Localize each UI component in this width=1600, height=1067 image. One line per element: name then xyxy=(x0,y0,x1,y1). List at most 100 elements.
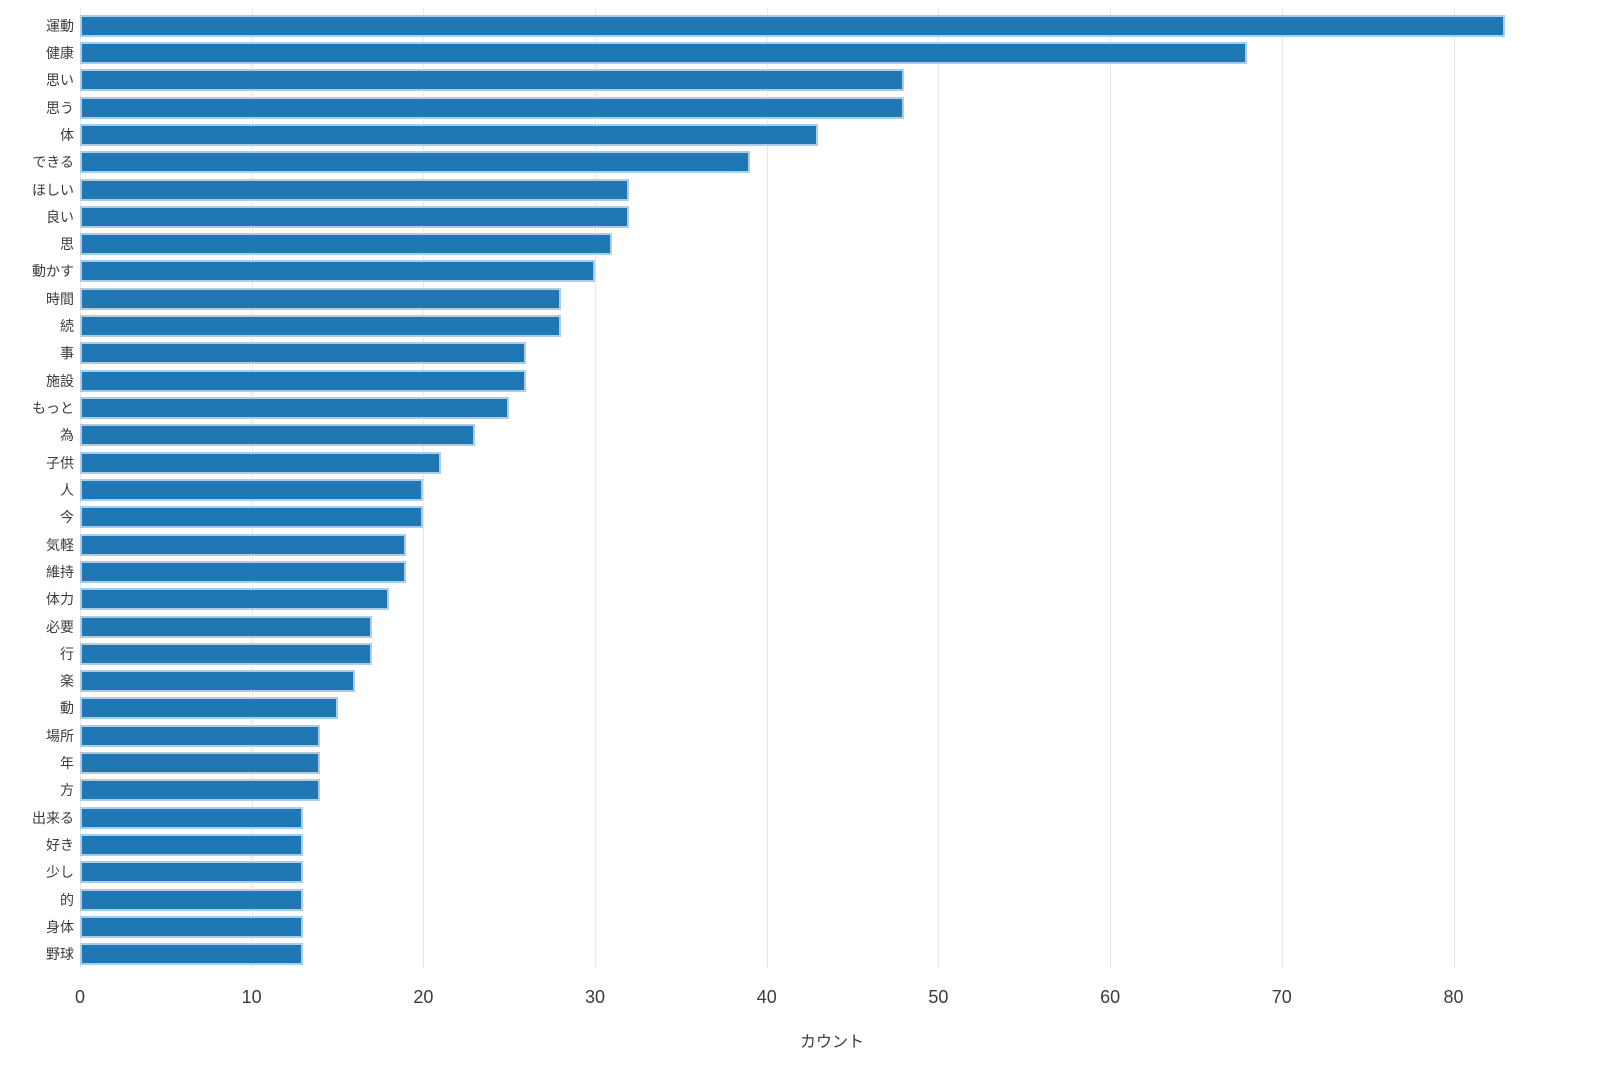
bar xyxy=(80,14,1506,37)
bar xyxy=(80,123,819,146)
bar xyxy=(80,779,321,802)
bar-row: 好き xyxy=(0,831,1600,858)
y-tick-label: 野球 xyxy=(46,946,74,963)
bars-layer: 運動 健康 思い 思う体できる ほしい 良い思動かす 時間続事施設 もっと為子供人今気軽 維持体… xyxy=(0,12,1600,968)
y-tick-label: 運動 xyxy=(46,17,74,34)
bar xyxy=(80,205,630,228)
y-tick-label: 場所 xyxy=(46,727,74,744)
y-tick-label: 楽 xyxy=(60,673,74,690)
bar-row: 時間 xyxy=(0,285,1600,312)
bar xyxy=(80,424,475,447)
gridline-30 xyxy=(595,8,597,968)
bar-row: 体 xyxy=(0,121,1600,148)
x-tick-label-30: 30 xyxy=(585,987,606,1007)
x-tick-label-60: 60 xyxy=(1100,987,1121,1007)
y-tick-label: 行 xyxy=(60,645,74,662)
bar-row: 方 xyxy=(0,777,1600,804)
x-tick-label-20: 20 xyxy=(413,987,434,1007)
bar xyxy=(80,943,304,966)
bar-row: 場所 xyxy=(0,722,1600,749)
bar-row: 続 xyxy=(0,312,1600,339)
y-tick-label: 少し xyxy=(46,864,74,881)
bar-row: 事 xyxy=(0,340,1600,367)
bar-row: 動かす xyxy=(0,258,1600,285)
y-tick-label: 施設 xyxy=(46,372,74,389)
bar xyxy=(80,861,304,884)
bar-row: 少し xyxy=(0,859,1600,886)
bar-row: 気軽 xyxy=(0,531,1600,558)
y-tick-label: 体 xyxy=(60,126,74,143)
y-tick-label: できる xyxy=(32,154,74,171)
bar-row: 人 xyxy=(0,476,1600,503)
bar xyxy=(80,41,1248,64)
bar-row: 施設 xyxy=(0,367,1600,394)
bar-row: もっと xyxy=(0,394,1600,421)
y-tick-label: ほしい xyxy=(32,181,74,198)
bar xyxy=(80,588,390,611)
y-tick-label: もっと xyxy=(32,400,74,417)
y-tick-label: 良い xyxy=(46,208,74,225)
y-tick-label: 続 xyxy=(60,318,74,335)
y-tick-label: 事 xyxy=(60,345,74,362)
x-tick-label-0: 0 xyxy=(74,987,86,1007)
y-tick-label: 動 xyxy=(60,700,74,717)
bar-row: 年 xyxy=(0,749,1600,776)
bar xyxy=(80,315,561,338)
gridline-60 xyxy=(1110,8,1112,968)
bar xyxy=(80,752,321,775)
bar-row: 子供 xyxy=(0,449,1600,476)
gridline-70 xyxy=(1281,8,1283,968)
gridline-50 xyxy=(938,8,940,968)
bar-row: 野球 xyxy=(0,941,1600,968)
bar-row: 運動 xyxy=(0,12,1600,39)
bar xyxy=(80,533,407,556)
gridline-20 xyxy=(423,8,425,968)
gridline-80 xyxy=(1453,8,1455,968)
bar xyxy=(80,724,321,747)
bar xyxy=(80,670,355,693)
y-tick-label: 今 xyxy=(60,509,74,526)
y-tick-label: 思う xyxy=(46,99,74,116)
bar-row: 出来る xyxy=(0,804,1600,831)
y-tick-label: 的 xyxy=(60,891,74,908)
y-tick-label: 時間 xyxy=(46,290,74,307)
bar xyxy=(80,287,561,310)
x-axis-title: カウント xyxy=(799,1034,865,1051)
bar xyxy=(80,478,424,501)
bar-row: 楽 xyxy=(0,668,1600,695)
y-tick-label: 好き xyxy=(46,837,74,854)
y-tick-label: 年 xyxy=(60,755,74,772)
y-tick-label: 維持 xyxy=(46,563,74,580)
y-tick-label: 健康 xyxy=(46,44,74,61)
y-tick-label: 方 xyxy=(60,782,74,799)
y-tick-label: 思 xyxy=(60,236,74,253)
bar-row: 的 xyxy=(0,886,1600,913)
bar xyxy=(80,397,510,420)
bar xyxy=(80,342,527,365)
y-tick-label: 思い xyxy=(46,72,74,89)
y-tick-label: 為 xyxy=(60,427,74,444)
x-tick-label-40: 40 xyxy=(756,987,777,1007)
bar-row: 思い xyxy=(0,67,1600,94)
x-tick-label-50: 50 xyxy=(928,987,949,1007)
bar xyxy=(80,834,304,857)
y-tick-label: 気軽 xyxy=(46,536,74,553)
bar-row: 動 xyxy=(0,695,1600,722)
bar-row: 為 xyxy=(0,422,1600,449)
bar xyxy=(80,697,338,720)
x-tick-label-10: 10 xyxy=(241,987,262,1007)
bar xyxy=(80,806,304,829)
bar-row: 今 xyxy=(0,504,1600,531)
bar xyxy=(80,369,527,392)
bar-row: 良い xyxy=(0,203,1600,230)
x-tick-label-80: 80 xyxy=(1443,987,1464,1007)
bar xyxy=(80,915,304,938)
y-tick-label: 子供 xyxy=(46,454,74,471)
bar-row: 必要 xyxy=(0,613,1600,640)
y-tick-label: 人 xyxy=(60,481,74,498)
bar xyxy=(80,888,304,911)
x-tick-label-70: 70 xyxy=(1271,987,1292,1007)
bar xyxy=(80,642,372,665)
bar xyxy=(80,151,750,174)
